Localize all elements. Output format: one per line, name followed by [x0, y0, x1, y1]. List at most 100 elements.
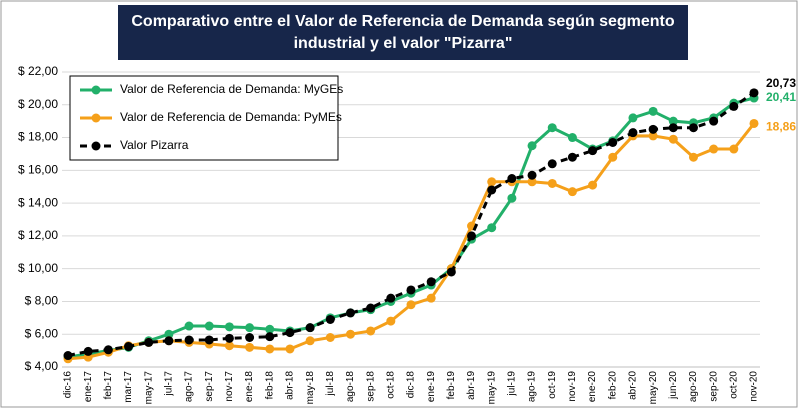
data-point [487, 185, 497, 195]
data-point [749, 118, 759, 128]
x-tick-label: oct-18 [385, 371, 396, 399]
data-point [386, 293, 396, 303]
x-tick-label: sep-20 [708, 371, 719, 402]
data-point [305, 336, 315, 346]
data-label: 20,41 [766, 90, 796, 104]
data-point [345, 308, 355, 318]
legend-label: Valor Pizarra [120, 138, 189, 152]
data-point [608, 137, 618, 147]
data-point [527, 170, 537, 180]
data-point [527, 177, 537, 187]
x-tick-label: sep-18 [365, 371, 376, 402]
data-point [729, 101, 739, 111]
data-point [426, 293, 436, 303]
data-point [265, 344, 275, 354]
data-point [628, 113, 638, 123]
x-tick-label: abr-19 [466, 371, 477, 400]
data-label: 18,86 [766, 120, 796, 134]
data-point [325, 333, 335, 342]
legend-swatch [91, 113, 101, 123]
x-tick-label: ene-17 [83, 371, 94, 403]
data-point [567, 133, 577, 143]
data-point [567, 152, 577, 162]
legend-swatch [91, 141, 101, 151]
data-point [245, 333, 255, 342]
y-tick-label: $ 4,00 [25, 359, 59, 373]
data-point [567, 187, 577, 197]
x-tick-label: ago-18 [345, 371, 356, 403]
x-tick-label: ago-19 [527, 371, 538, 403]
x-tick-label: dic-16 [63, 371, 74, 399]
x-tick-label: feb-20 [607, 371, 618, 400]
data-point [103, 345, 113, 355]
data-point [184, 335, 194, 345]
data-point [245, 323, 255, 333]
data-point [507, 174, 517, 184]
data-point [668, 116, 678, 126]
data-point [588, 146, 598, 156]
x-tick-label: oct-19 [547, 371, 558, 399]
x-tick-label: nov-20 [749, 371, 760, 402]
data-point [668, 123, 678, 133]
data-point [547, 123, 557, 133]
data-point [688, 152, 698, 162]
legend-swatch [91, 85, 101, 95]
data-point [366, 303, 376, 313]
x-tick-label: ene-19 [426, 371, 437, 403]
x-tick-label: sep-17 [204, 371, 215, 402]
data-point [588, 180, 598, 190]
data-point [688, 123, 698, 133]
y-tick-label: $ 14,00 [18, 195, 58, 209]
data-point [547, 159, 557, 169]
x-tick-label: feb-19 [446, 371, 457, 400]
data-point [648, 124, 658, 134]
chart-title: Comparativo entre el Valor de Referencia… [131, 13, 675, 30]
x-tick-label: abr-18 [285, 371, 296, 400]
data-point [184, 321, 194, 331]
data-point [749, 88, 759, 98]
x-tick-label: oct-20 [728, 371, 739, 399]
chart-title: industrial y el valor "Pizarra" [294, 35, 513, 52]
data-point [366, 326, 376, 336]
data-point [668, 134, 678, 144]
x-tick-label: mar-17 [123, 371, 134, 403]
y-tick-label: $ 20,00 [18, 97, 58, 111]
y-tick-label: $ 18,00 [18, 130, 58, 144]
legend-label: Valor de Referencia de Demanda: PyMEs [120, 110, 342, 124]
x-tick-label: jun-20 [668, 371, 679, 400]
y-tick-label: $ 16,00 [18, 163, 58, 177]
y-tick-label: $ 6,00 [25, 326, 59, 340]
x-tick-label: nov-19 [567, 371, 578, 402]
data-point [224, 341, 234, 351]
x-tick-label: may-18 [305, 371, 316, 405]
data-point [245, 342, 255, 352]
data-point [224, 322, 234, 332]
x-tick-label: feb-17 [103, 371, 114, 400]
data-point [406, 300, 416, 310]
data-point [628, 128, 638, 138]
x-tick-label: dic-18 [406, 371, 417, 399]
data-point [648, 106, 658, 116]
y-tick-label: $ 10,00 [18, 261, 58, 275]
legend-label: Valor de Referencia de Demanda: MyGEs [120, 82, 343, 96]
x-tick-label: ago-17 [184, 371, 195, 403]
data-point [426, 277, 436, 287]
data-point [124, 342, 134, 352]
data-point [285, 344, 295, 354]
data-label: 20,73 [766, 76, 796, 90]
data-point [204, 321, 214, 331]
data-point [507, 193, 517, 203]
data-point [164, 329, 174, 339]
data-point [709, 144, 719, 154]
data-point [83, 346, 93, 356]
x-tick-label: may-19 [486, 371, 497, 405]
x-tick-label: ene-18 [244, 371, 255, 403]
data-point [709, 116, 719, 126]
data-point [144, 337, 154, 347]
title-box [118, 5, 688, 60]
data-point [204, 335, 214, 345]
data-point [527, 141, 537, 151]
x-tick-label: feb-18 [264, 371, 275, 400]
y-tick-label: $ 8,00 [25, 294, 59, 308]
